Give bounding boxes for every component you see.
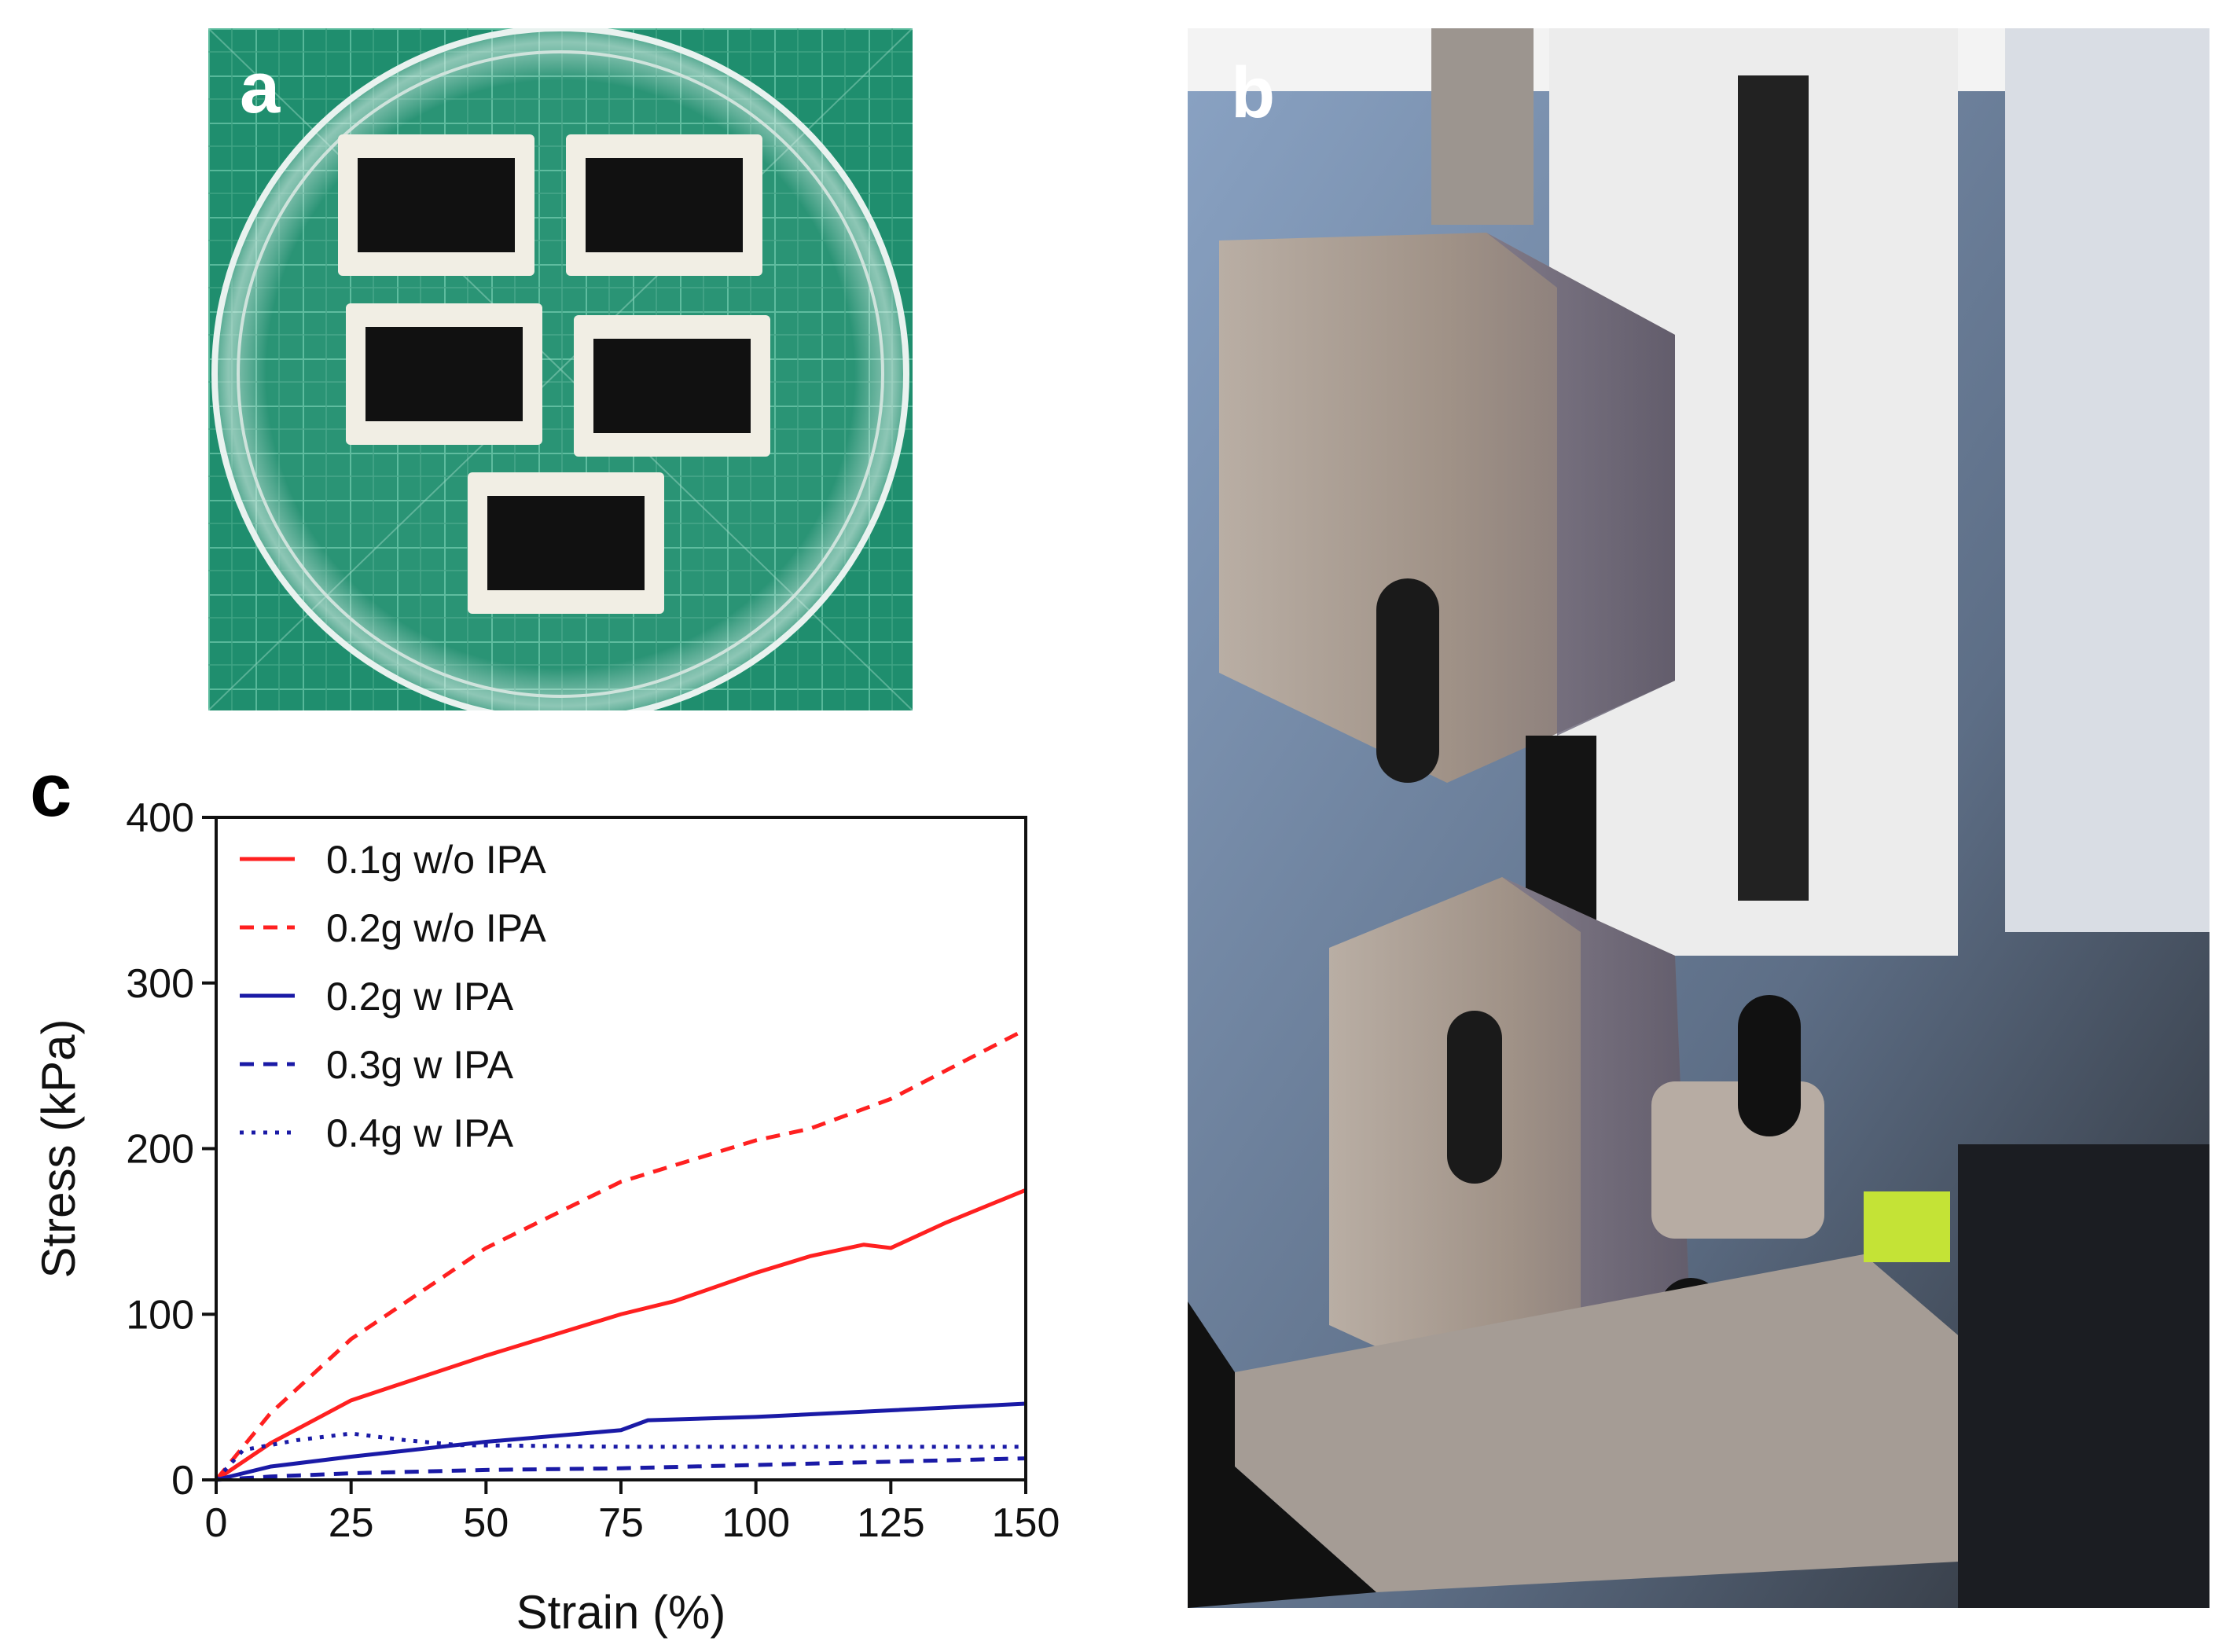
panel-a-letter: a xyxy=(240,48,281,128)
x-axis-title: Strain (%) xyxy=(516,1586,726,1639)
x-tick-label: 150 xyxy=(992,1500,1060,1546)
legend-label: 0.4g w IPA xyxy=(326,1111,514,1155)
x-tick-label: 50 xyxy=(463,1500,509,1546)
x-tick-label: 125 xyxy=(857,1500,925,1546)
legend-label: 0.2g w IPA xyxy=(326,975,514,1019)
panel-c-letter: c xyxy=(30,748,72,832)
x-tick-label: 0 xyxy=(205,1500,228,1546)
tensile-tester-image xyxy=(1188,28,2209,1608)
legend-label: 0.3g w IPA xyxy=(326,1043,514,1087)
series-line-2 xyxy=(215,1027,1027,1481)
panel-a-photo: a xyxy=(208,28,913,710)
petri-dish-image xyxy=(208,28,913,710)
y-tick-label: 100 xyxy=(126,1292,194,1338)
axes: 0 25 50 75 100 125 150 0 100 200 300 400 xyxy=(126,795,1060,1546)
series-line-1 xyxy=(215,1188,1027,1482)
y-tick-label: 300 xyxy=(126,961,194,1007)
y-tick-label: 200 xyxy=(126,1127,194,1173)
sample-frames xyxy=(338,134,770,614)
x-tick-label: 100 xyxy=(722,1500,790,1546)
series-line-5 xyxy=(215,1431,1026,1481)
y-tick-label: 400 xyxy=(126,795,194,841)
legend: 0.1g w/o IPA 0.2g w/o IPA 0.2g w IPA 0.3g w… xyxy=(240,838,546,1155)
series-line-3 xyxy=(215,1401,1027,1482)
y-axis-title: Stress (kPa) xyxy=(32,1019,85,1278)
plot-area xyxy=(215,1027,1027,1482)
legend-label: 0.1g w/o IPA xyxy=(326,838,546,882)
legend-label: 0.2g w/o IPA xyxy=(326,906,546,950)
series-line-4 xyxy=(215,1456,1027,1482)
panel-b-photo: b xyxy=(1188,28,2209,1608)
x-tick-label: 25 xyxy=(329,1500,374,1546)
y-tick-label: 0 xyxy=(171,1458,194,1503)
panel-b-letter: b xyxy=(1231,53,1276,133)
stress-strain-chart: 0 25 50 75 100 125 150 0 100 200 300 400 0.1g w/o I… xyxy=(32,795,1060,1639)
x-tick-label: 75 xyxy=(598,1500,644,1546)
